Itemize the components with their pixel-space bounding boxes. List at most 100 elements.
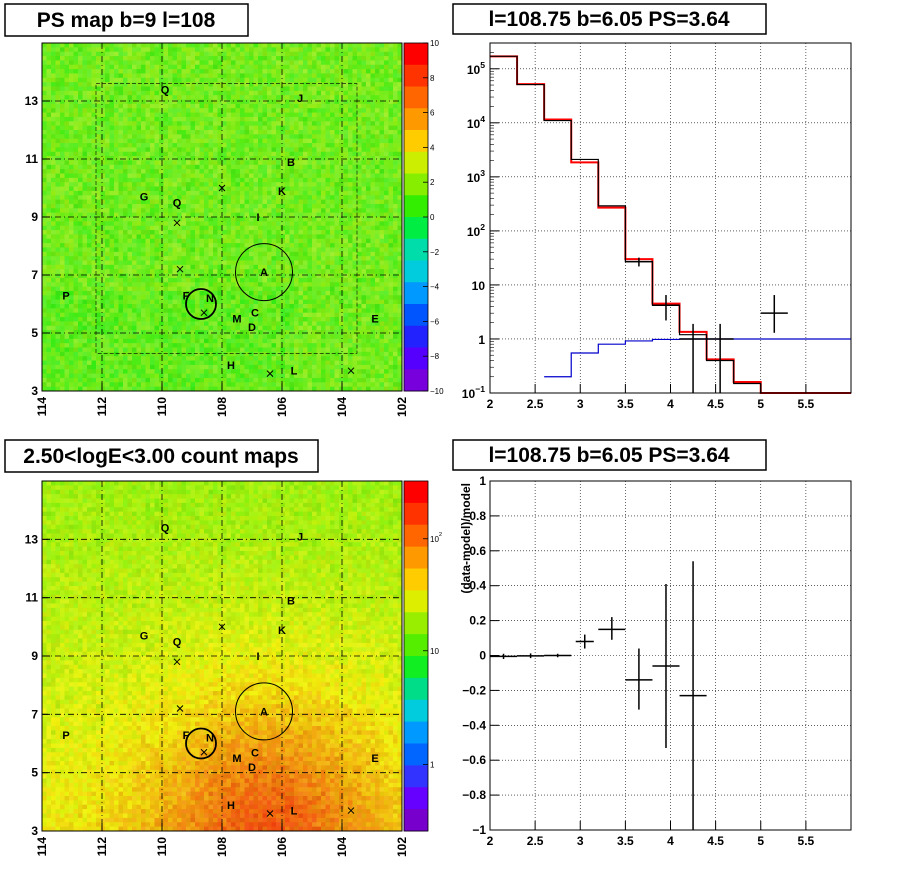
map-pixel bbox=[150, 47, 155, 53]
map-pixel bbox=[258, 299, 263, 305]
map-pixel bbox=[46, 277, 52, 283]
map-pixel bbox=[181, 377, 187, 383]
map-pixel bbox=[132, 116, 137, 122]
map-pixel bbox=[235, 325, 241, 331]
map-pixel bbox=[280, 256, 286, 261]
map-pixel bbox=[195, 373, 200, 379]
map-pixel bbox=[226, 99, 232, 105]
map-pixel bbox=[64, 338, 70, 344]
map-pixel bbox=[217, 195, 223, 200]
map-pixel bbox=[213, 230, 218, 235]
map-pixel bbox=[132, 304, 137, 309]
map-pixel bbox=[217, 190, 223, 196]
map-pixel bbox=[159, 203, 164, 209]
map-pixel bbox=[64, 134, 70, 140]
map-pixel bbox=[190, 217, 196, 222]
map-pixel bbox=[150, 99, 155, 105]
map-pixel bbox=[226, 334, 232, 340]
map-pixel bbox=[231, 69, 236, 74]
map-pixel bbox=[217, 295, 223, 301]
map-pixel bbox=[267, 221, 272, 227]
map-pixel bbox=[294, 304, 299, 309]
map-pixel bbox=[82, 264, 88, 270]
map-pixel bbox=[213, 156, 218, 161]
map-pixel bbox=[289, 82, 295, 87]
map-pixel bbox=[168, 125, 173, 131]
map-pixel bbox=[100, 95, 106, 100]
map-pixel bbox=[289, 60, 295, 66]
map-pixel bbox=[199, 321, 205, 327]
map-pixel bbox=[114, 304, 119, 309]
map-pixel bbox=[240, 77, 245, 83]
map-pixel bbox=[87, 186, 92, 192]
map-pixel bbox=[55, 56, 61, 61]
map-pixel bbox=[195, 121, 200, 127]
map-pixel bbox=[100, 156, 106, 161]
map-pixel bbox=[114, 282, 119, 287]
map-pixel bbox=[204, 108, 209, 113]
map-pixel bbox=[136, 238, 142, 244]
map-pixel bbox=[303, 304, 308, 309]
map-pixel bbox=[262, 377, 268, 383]
map-pixel bbox=[69, 325, 74, 331]
map-pixel bbox=[316, 325, 322, 331]
map-pixel bbox=[289, 86, 295, 92]
map-pixel bbox=[150, 82, 155, 87]
map-pixel bbox=[150, 321, 155, 327]
map-pixel bbox=[132, 95, 137, 100]
map-pixel bbox=[186, 312, 191, 318]
map-pixel bbox=[181, 364, 187, 370]
map-pixel bbox=[145, 99, 151, 105]
map-pixel bbox=[123, 308, 128, 314]
map-pixel bbox=[141, 295, 146, 301]
map-pixel bbox=[217, 103, 223, 109]
map-pixel bbox=[127, 295, 133, 301]
map-pixel bbox=[312, 312, 317, 318]
map-pixel bbox=[172, 186, 178, 192]
map-pixel bbox=[82, 312, 88, 318]
map-pixel bbox=[73, 260, 79, 266]
map-pixel bbox=[190, 121, 196, 127]
map-pixel bbox=[73, 156, 79, 161]
map-pixel bbox=[226, 164, 232, 170]
map-pixel bbox=[289, 343, 295, 348]
map-pixel bbox=[271, 138, 277, 144]
map-pixel bbox=[213, 282, 218, 287]
map-pixel bbox=[109, 99, 115, 105]
map-pixel bbox=[294, 243, 299, 248]
map-pixel bbox=[46, 125, 52, 131]
map-pixel bbox=[118, 269, 124, 274]
map-pixel bbox=[285, 56, 290, 61]
map-pixel bbox=[127, 82, 133, 87]
map-pixel bbox=[177, 369, 182, 374]
map-pixel bbox=[64, 82, 70, 87]
map-pixel bbox=[303, 225, 308, 231]
map-pixel bbox=[181, 269, 187, 274]
map-pixel bbox=[240, 190, 245, 196]
map-pixel bbox=[109, 356, 115, 361]
map-pixel bbox=[307, 369, 313, 374]
map-pixel bbox=[262, 160, 268, 166]
map-pixel bbox=[60, 330, 65, 335]
map-pixel bbox=[82, 56, 88, 61]
map-pixel bbox=[73, 356, 79, 361]
map-pixel bbox=[132, 64, 137, 70]
map-pixel bbox=[294, 125, 299, 131]
map-pixel bbox=[253, 325, 259, 331]
map-pixel bbox=[226, 203, 232, 209]
map-pixel bbox=[199, 112, 205, 118]
map-pixel bbox=[82, 308, 88, 314]
map-pixel bbox=[222, 356, 227, 361]
map-pixel bbox=[42, 282, 47, 287]
map-pixel bbox=[276, 86, 281, 92]
map-pixel bbox=[46, 360, 52, 366]
map-pixel bbox=[307, 47, 313, 53]
map-pixel bbox=[231, 108, 236, 113]
map-pixel bbox=[168, 269, 173, 274]
map-pixel bbox=[69, 56, 74, 61]
map-pixel bbox=[114, 217, 119, 222]
map-pixel bbox=[82, 225, 88, 231]
map-pixel bbox=[226, 243, 232, 248]
map-pixel bbox=[109, 69, 115, 74]
map-pixel bbox=[240, 173, 245, 179]
